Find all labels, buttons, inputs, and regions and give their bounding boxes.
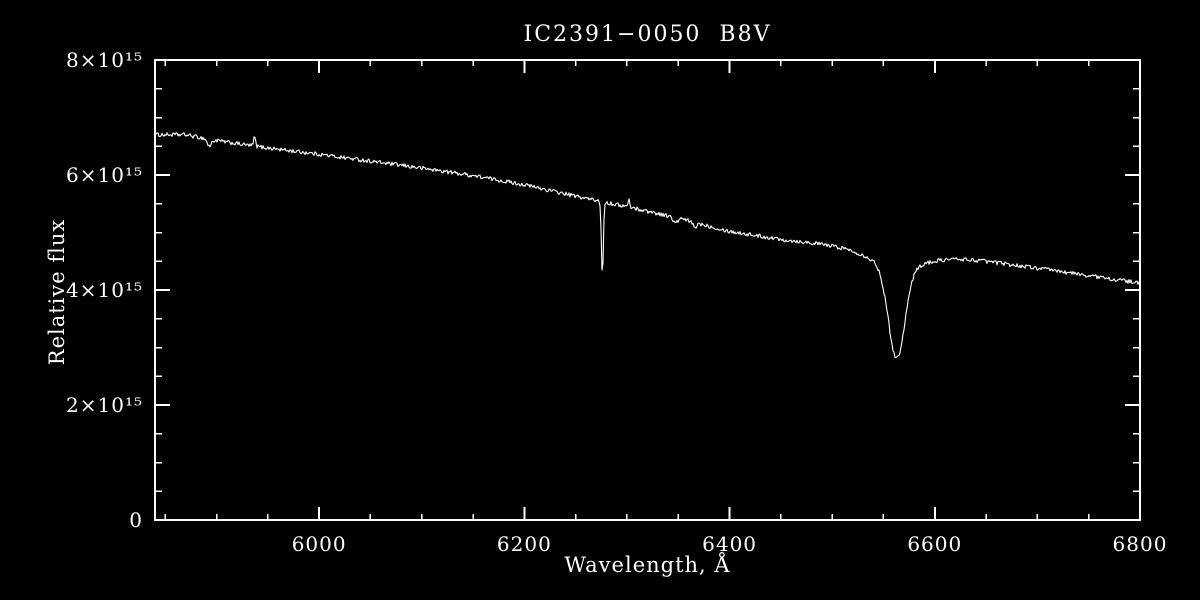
x-tick-label: 6000 bbox=[292, 532, 347, 556]
plot-frame bbox=[154, 59, 1141, 521]
y-axis-label: Relative flux bbox=[45, 218, 69, 366]
y-tick-label: 2×10¹⁵ bbox=[66, 393, 143, 417]
y-tick-label: 6×10¹⁵ bbox=[66, 163, 143, 187]
y-tick-label: 8×10¹⁵ bbox=[66, 48, 143, 72]
x-axis-label: Wavelength, Å bbox=[564, 553, 731, 577]
x-tick-label: 6400 bbox=[702, 532, 757, 556]
x-tick-label: 6200 bbox=[497, 532, 552, 556]
spectrum-line bbox=[154, 132, 1141, 359]
chart-title: IC2391−0050 B8V bbox=[523, 22, 772, 47]
x-tick-label: 6600 bbox=[907, 532, 962, 556]
y-tick-label: 0 bbox=[129, 508, 143, 532]
y-tick-label: 4×10¹⁵ bbox=[66, 278, 143, 302]
x-tick-label: 6800 bbox=[1113, 532, 1168, 556]
